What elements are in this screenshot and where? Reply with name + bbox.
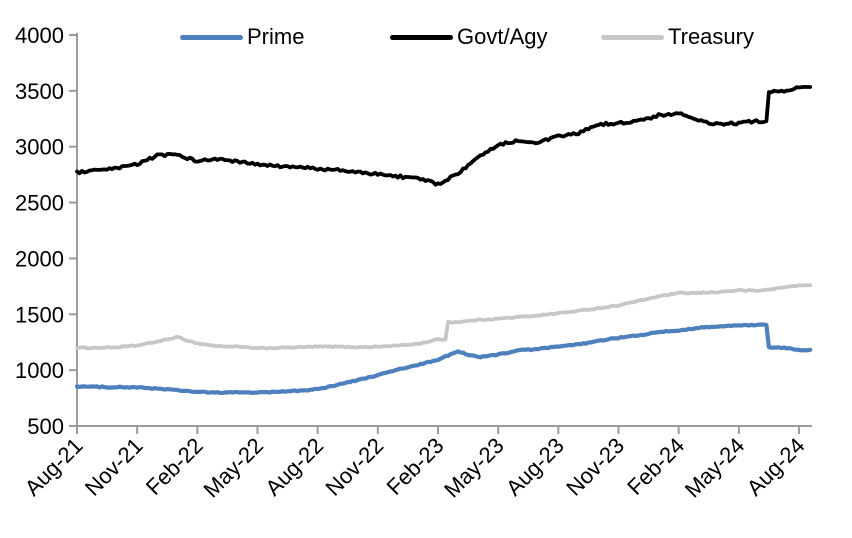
y-tick-label: 500 bbox=[27, 414, 64, 439]
x-tick-label: May-23 bbox=[439, 433, 509, 503]
y-tick-label: 3500 bbox=[15, 79, 64, 104]
treasury-line-swatch-icon bbox=[601, 34, 664, 40]
y-tick-label: 1000 bbox=[15, 358, 64, 383]
x-tick-label: Aug-23 bbox=[501, 433, 569, 501]
y-tick-label: 4000 bbox=[15, 23, 64, 48]
legend-label-govt-agy: Govt/Agy bbox=[457, 24, 548, 49]
legend-item-govt-agy: Govt/Agy bbox=[390, 26, 547, 48]
x-tick-label: Feb-23 bbox=[382, 433, 449, 500]
x-tick-label: Feb-22 bbox=[141, 433, 208, 500]
x-tick-label: May-22 bbox=[198, 433, 268, 503]
y-tick-label: 1500 bbox=[15, 302, 64, 327]
prime-line-swatch-icon bbox=[180, 34, 243, 40]
series-line-prime bbox=[74, 322, 813, 396]
series-line-govt-agy bbox=[75, 85, 813, 187]
x-tick-label: Nov-21 bbox=[80, 433, 148, 501]
x-tick-label: Aug-21 bbox=[20, 433, 88, 501]
x-tick-label: Feb-24 bbox=[622, 433, 689, 500]
legend-item-treasury: Treasury bbox=[601, 26, 754, 48]
x-tick-label: May-24 bbox=[680, 433, 750, 503]
x-tick-label: Nov-22 bbox=[321, 433, 389, 501]
x-tick-label: Aug-24 bbox=[742, 433, 810, 501]
x-tick-label: Nov-23 bbox=[561, 433, 629, 501]
series-line-treasury bbox=[75, 283, 813, 351]
y-tick-label: 2000 bbox=[15, 246, 64, 271]
y-tick-label: 3000 bbox=[15, 135, 64, 160]
govt-agy-line-swatch-icon bbox=[390, 34, 453, 40]
legend-label-treasury: Treasury bbox=[668, 24, 754, 49]
y-tick-label: 2500 bbox=[15, 191, 64, 216]
legend-item-prime: Prime bbox=[180, 26, 304, 48]
x-tick-label: Aug-22 bbox=[260, 433, 328, 501]
legend-label-prime: Prime bbox=[247, 24, 305, 49]
